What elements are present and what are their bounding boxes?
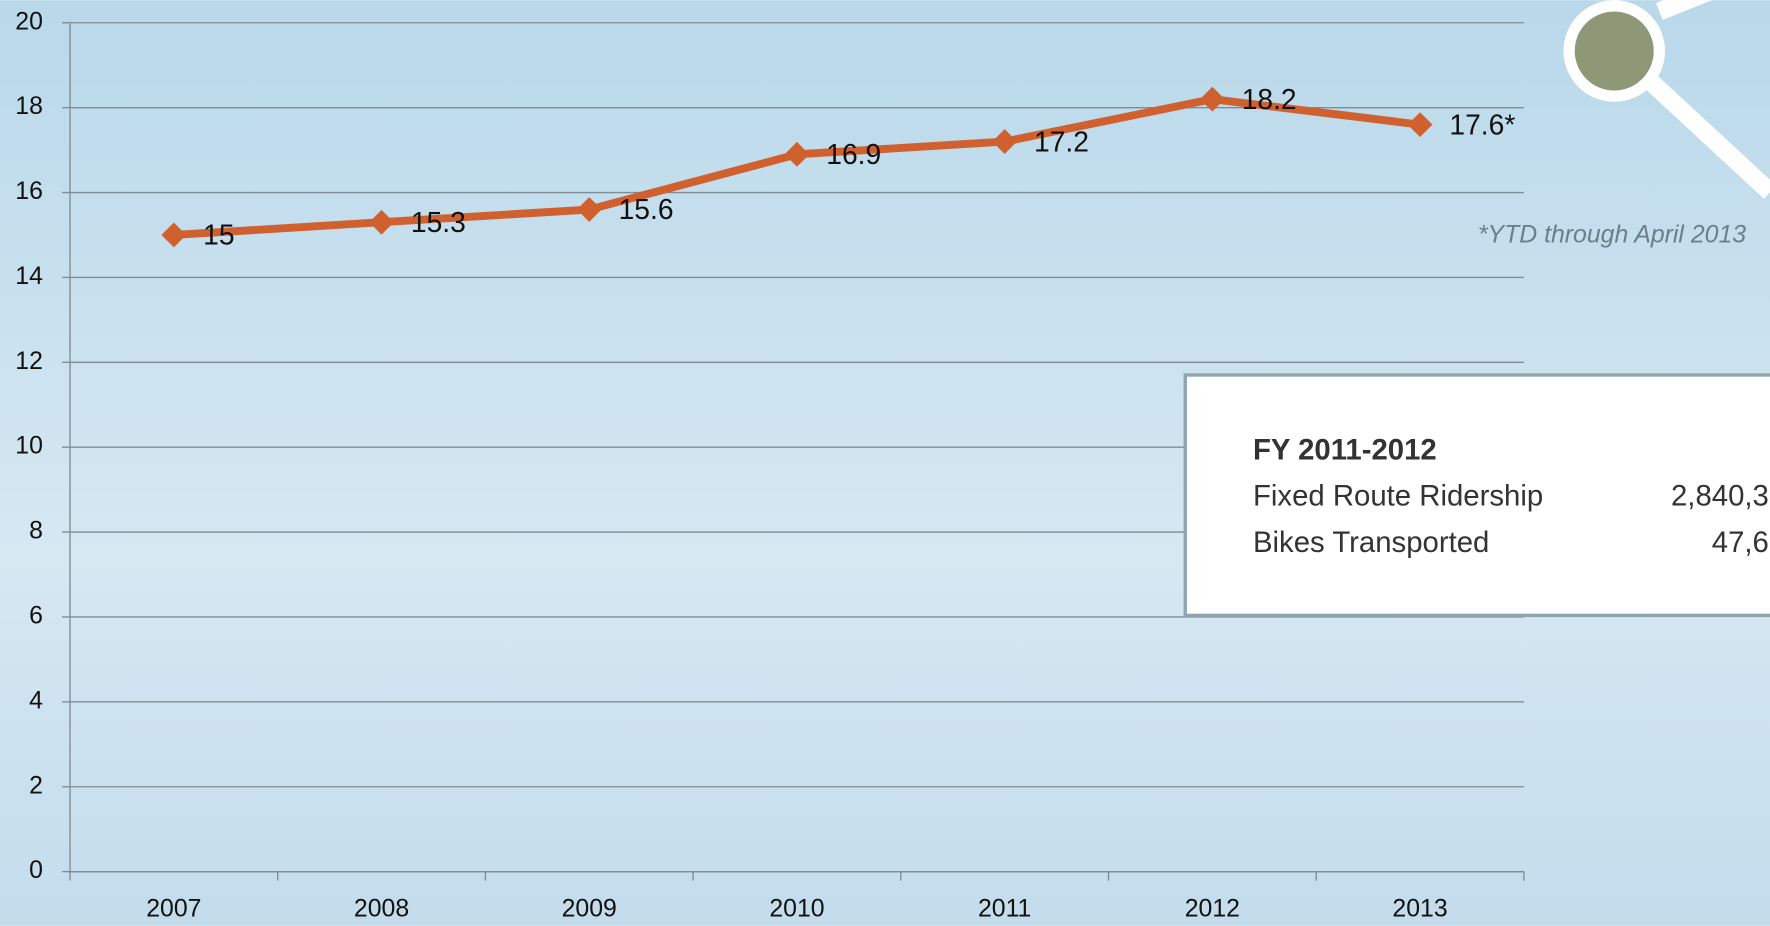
- y-tick-label: 10: [15, 433, 43, 460]
- decoration: [1563, 0, 1770, 199]
- data-point: [161, 222, 187, 248]
- x-tick-label: 2013: [1392, 896, 1447, 923]
- data-point: [1199, 86, 1225, 112]
- y-tick-label: 4: [29, 687, 43, 714]
- x-tick-label: 2012: [1185, 896, 1240, 923]
- y-tick-label: 18: [15, 93, 43, 120]
- data-point: [992, 129, 1018, 155]
- y-tick-label: 16: [15, 178, 43, 205]
- y-tick-label: 14: [15, 263, 43, 290]
- data-label: 17.2: [1034, 125, 1089, 157]
- y-tick-label: 12: [15, 348, 43, 375]
- data-point: [576, 197, 602, 222]
- y-tick-label: 2: [29, 772, 43, 799]
- data-label: 15.3: [411, 206, 466, 238]
- data-point: [369, 209, 394, 235]
- data-label: 16.9: [826, 138, 881, 170]
- info-box: FY 2011-2012 Fixed Route Ridership 2,840…: [1183, 373, 1770, 618]
- data-label: 15: [203, 219, 234, 251]
- info-title: FY 2011-2012: [1253, 433, 1437, 466]
- y-tick-label: 20: [15, 8, 43, 35]
- data-label: 17.6*: [1449, 108, 1515, 140]
- y-tick-label: 6: [29, 603, 43, 630]
- x-tick-label: 2009: [562, 896, 617, 923]
- plot-area: 0 2 4 6 8 10 12 14 16 18 20 2007 2008 2009 2010 2011 201…: [15, 8, 1525, 923]
- y-tick-label: 8: [29, 518, 43, 545]
- x-tick-label: 2008: [354, 896, 409, 923]
- info-label: Fixed Route Ridership: [1253, 480, 1543, 513]
- info-label: Bikes Transported: [1253, 526, 1489, 559]
- info-box-frame: [1183, 373, 1770, 618]
- data-label: 15.6: [619, 193, 674, 225]
- annotation: *YTD through April 2013: [1478, 222, 1746, 249]
- x-tick-label: 2011: [978, 896, 1031, 923]
- x-tick-label: 2007: [146, 896, 201, 923]
- info-value: 47,6: [1712, 526, 1769, 559]
- data-label: 18.2: [1242, 83, 1297, 115]
- x-tick-label: 2010: [769, 896, 824, 923]
- data-point: [784, 141, 810, 167]
- info-value: 2,840,3: [1671, 480, 1769, 513]
- y-tick-label: 0: [29, 857, 43, 884]
